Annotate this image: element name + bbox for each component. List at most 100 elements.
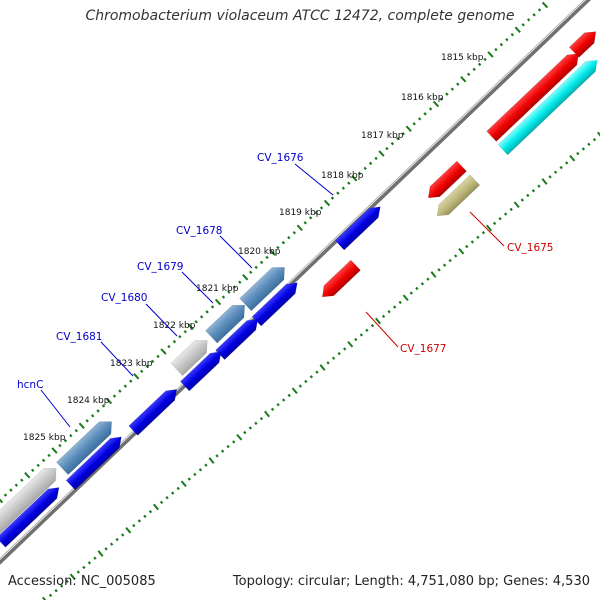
gene-label-cv-1677[interactable]: CV_1677: [400, 343, 447, 355]
gene-blue-6[interactable]: [0, 483, 63, 548]
inner-tick: [370, 323, 375, 328]
gene-cv-1678[interactable]: [239, 261, 291, 312]
inner-tick: [198, 468, 203, 472]
inner-tick: [264, 410, 270, 418]
tick-track-inner: [42, 131, 600, 600]
gene-cv-1677[interactable]: [317, 259, 361, 302]
gene-cv-1681[interactable]: [56, 415, 117, 475]
inner-tick: [65, 579, 69, 584]
gene-cyan-1[interactable]: [497, 55, 600, 156]
inner-tick: [109, 542, 114, 546]
gene-blue-2-shape[interactable]: [215, 314, 263, 361]
outer-tick: [129, 379, 133, 383]
outer-tick: [450, 87, 455, 91]
gene-cv-1680-shape[interactable]: [170, 334, 213, 377]
inner-tick: [548, 175, 552, 179]
gene-cv-1681-shape[interactable]: [56, 415, 117, 475]
gene-blue-1[interactable]: [251, 278, 302, 327]
outer-tick: [439, 97, 444, 101]
inner-tick: [331, 356, 336, 360]
outer-tick: [172, 339, 177, 344]
inner-tick: [398, 300, 402, 305]
outer-tick: [532, 13, 536, 17]
gene-label-cv-1678[interactable]: CV_1678: [176, 225, 223, 237]
outer-tick: [96, 409, 100, 413]
gene-blue-2[interactable]: [215, 314, 263, 361]
gene-blue-1-shape[interactable]: [251, 278, 302, 327]
gene-red-3[interactable]: [423, 160, 467, 203]
outer-tick: [133, 373, 140, 380]
inner-tick: [204, 463, 208, 467]
outer-tick: [477, 62, 482, 67]
gene-label-cv-1679[interactable]: CV_1679: [137, 261, 184, 273]
gene-red-2-shape[interactable]: [568, 27, 600, 58]
gene-label-cv-1676[interactable]: CV_1676: [257, 152, 304, 164]
gene-cyan-1-shape[interactable]: [497, 55, 600, 156]
outer-tick: [30, 468, 35, 473]
gene-blue-6-shape[interactable]: [0, 483, 63, 548]
inner-tick: [170, 491, 175, 495]
inner-tick: [354, 337, 358, 342]
gene-hcnc-shape[interactable]: [0, 462, 62, 535]
outer-tick: [521, 23, 525, 27]
inner-tick: [187, 477, 191, 481]
outer-tick: [105, 397, 113, 405]
inner-tick: [337, 351, 341, 356]
gene-blue-4[interactable]: [128, 385, 181, 436]
gene-red-1[interactable]: [486, 49, 584, 142]
gene-label-cv-1680[interactable]: CV_1680: [101, 292, 148, 304]
inner-tick: [387, 310, 391, 314]
gene-cv-1679[interactable]: [205, 299, 250, 344]
gene-cv-1678-shape[interactable]: [239, 261, 291, 312]
gene-cv-1676-shape[interactable]: [334, 202, 385, 251]
inner-tick: [165, 496, 169, 500]
inner-tick: [97, 550, 104, 557]
inner-tick: [569, 154, 576, 162]
outer-tick: [183, 329, 188, 334]
gene-cv-1675-shape[interactable]: [432, 174, 481, 221]
gene-cv-1676[interactable]: [334, 202, 385, 251]
gene-blue-5[interactable]: [65, 432, 126, 491]
gene-blue-3-shape[interactable]: [179, 347, 225, 392]
inner-tick: [59, 584, 64, 588]
tick-track-outer: [0, 1, 549, 504]
outer-tick: [319, 206, 324, 210]
gene-blue-5-shape[interactable]: [65, 432, 126, 491]
gene-label-cv-1675[interactable]: CV_1675: [507, 242, 554, 254]
gene-blue-4-shape[interactable]: [128, 385, 181, 436]
inner-tick: [581, 147, 586, 151]
gene-label-hcnc[interactable]: hcnC: [17, 379, 43, 391]
inner-tick: [465, 244, 469, 249]
genome-backbone: [0, 0, 592, 565]
inner-tick: [513, 201, 520, 209]
kbp-label: 1825 kbp: [23, 433, 66, 443]
inner-tick: [537, 184, 541, 188]
outer-tick: [150, 359, 155, 364]
gene-cv-1675[interactable]: [432, 174, 481, 221]
inner-tick: [276, 403, 280, 407]
gene-red-2[interactable]: [568, 27, 600, 58]
inner-tick: [402, 294, 409, 302]
kbp-label: 1824 kbp: [67, 396, 110, 406]
gene-red-3-shape[interactable]: [423, 160, 467, 203]
outer-tick: [78, 422, 85, 429]
inner-tick: [375, 317, 381, 325]
outer-tick: [460, 76, 467, 83]
gene-cv-1679-shape[interactable]: [205, 299, 250, 344]
inner-tick: [137, 519, 142, 523]
inner-tick: [220, 449, 225, 453]
inner-tick: [326, 361, 330, 365]
gene-red-1-shape[interactable]: [486, 49, 584, 142]
gene-cv-1677-shape[interactable]: [317, 259, 361, 302]
gene-hcnc[interactable]: [0, 462, 62, 535]
gene-blue-3[interactable]: [179, 347, 225, 392]
outer-tick: [205, 310, 209, 314]
outer-tick: [238, 280, 242, 284]
gene-cv-1680[interactable]: [170, 334, 213, 377]
outer-tick: [412, 122, 416, 126]
gene-label-cv-1681[interactable]: CV_1681: [56, 331, 103, 343]
accession-text: Accession: NC_005085: [8, 574, 156, 589]
outer-tick: [221, 295, 226, 299]
inner-tick: [121, 533, 125, 537]
inner-tick: [82, 565, 86, 570]
